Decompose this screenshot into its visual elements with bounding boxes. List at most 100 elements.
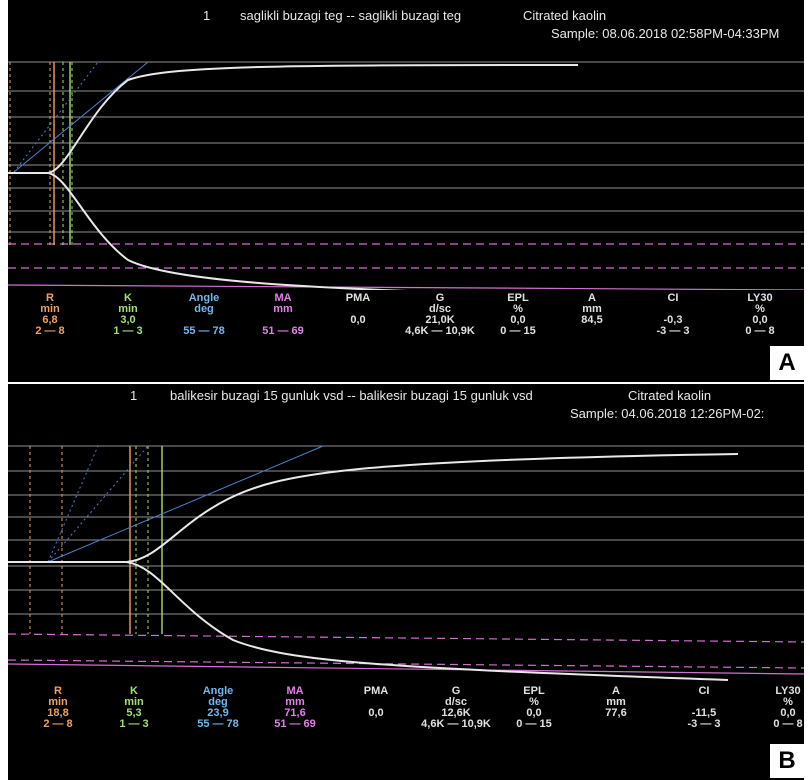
param-range: [581, 326, 602, 337]
param-epl: EPL% 0,0 0 — 15: [516, 686, 551, 730]
param-name: Angle: [202, 685, 234, 697]
param-range: 1 — 3: [119, 718, 149, 730]
param-value: 5,3: [126, 707, 142, 719]
angle-range-line: [47, 445, 99, 563]
param-range: 55 — 78: [197, 718, 239, 730]
param-value: 0,0: [526, 707, 542, 719]
param-name: MA: [274, 292, 292, 304]
param-range: 51 — 69: [262, 325, 304, 337]
param-value: 21,0K: [425, 314, 455, 326]
param-range: 51 — 69: [274, 718, 316, 730]
param-value: 3,0: [120, 314, 136, 326]
param-ma: MA mm 71,6 51 — 69: [274, 686, 316, 730]
param-value: 0,0: [780, 707, 796, 719]
param-name: LY30: [747, 292, 773, 304]
param-unit: %: [529, 696, 539, 708]
param-unit: d/sc: [444, 696, 468, 708]
param-unit: %: [783, 696, 793, 708]
param-range: [346, 326, 370, 337]
param-range: 4,6K — 10,9K: [421, 718, 491, 730]
teg-panel-a: 1 saglikli buzagi teg -- saglikli buzagi…: [8, 0, 804, 382]
param-name: PMA: [363, 685, 389, 697]
param-name: PMA: [345, 292, 371, 304]
param-unit: min: [118, 303, 138, 315]
channel-index: 1: [203, 8, 211, 23]
param-unit: deg: [208, 696, 228, 708]
ma-reference-line: [8, 663, 804, 675]
param-name: CI: [698, 685, 710, 697]
param-name: G: [435, 292, 445, 304]
param-unit: mm: [285, 696, 305, 708]
param-name: CI: [667, 292, 679, 304]
param-value: 77,6: [605, 707, 627, 719]
tracing-chart: [8, 445, 804, 681]
sample-time: Sample: 08.06.2018 02:58PM-04:33PM: [551, 26, 780, 41]
param-range: 0 — 8: [773, 718, 803, 730]
sample-time: Sample: 04.06.2018 12:26PM-02:: [570, 406, 765, 421]
param-pma: PMA 0,0: [364, 686, 388, 730]
param-range: -3 — 3: [687, 718, 721, 730]
param-range: 0 — 15: [500, 325, 536, 337]
param-unit: %: [513, 303, 523, 315]
param-unit: min: [124, 696, 144, 708]
param-name: K: [130, 685, 138, 697]
param-unit: min: [48, 696, 68, 708]
param-value: 0,0: [350, 314, 366, 326]
param-pma: PMA 0,0: [346, 293, 370, 337]
param-ma: MA mm 51 — 69: [262, 293, 304, 337]
param-unit: min: [40, 303, 60, 315]
ma-limit-line: [8, 659, 804, 669]
ma-reference-line: [8, 284, 804, 290]
param-ly30: LY30% 0,0 0 — 8: [745, 293, 774, 337]
param-range: 55 — 78: [183, 325, 225, 337]
param-value: 23,9: [207, 707, 229, 719]
param-name: A: [612, 685, 620, 697]
param-value: 12,6K: [441, 707, 471, 719]
param-range: [605, 719, 626, 730]
param-value: 6,8: [42, 314, 58, 326]
param-name: R: [54, 685, 62, 697]
panel-label: A: [770, 346, 804, 380]
param-range: 2 — 8: [35, 325, 65, 337]
param-value: 84,5: [581, 314, 603, 326]
param-value: 0,0: [368, 707, 384, 719]
param-ci: CI -11,5 -3 — 3: [687, 686, 720, 730]
angle-range-line: [47, 445, 149, 563]
activator-label: Citrated kaolin: [523, 8, 607, 23]
param-name: G: [451, 685, 461, 697]
activator-label: Citrated kaolin: [628, 388, 712, 403]
param-unit: deg: [194, 303, 214, 315]
angle-tangent-line: [47, 445, 324, 563]
param-range: 0 — 15: [516, 718, 552, 730]
param-range: 1 — 3: [113, 325, 143, 337]
angle-range-line: [13, 61, 99, 173]
panel-label: B: [770, 744, 804, 778]
tracing-upper-curve: [8, 64, 579, 174]
param-range: [364, 719, 388, 730]
param-unit: d/sc: [428, 303, 452, 315]
param-unit: mm: [582, 303, 602, 315]
param-name: A: [588, 292, 596, 304]
param-value: 0,0: [752, 314, 768, 326]
sample-name: balikesir buzagi 15 gunluk vsd -- balike…: [170, 388, 533, 403]
param-name: EPL: [523, 685, 545, 697]
teg-panel-b: 1 balikesir buzagi 15 gunluk vsd -- bali…: [8, 384, 804, 780]
param-range: 2 — 8: [43, 718, 73, 730]
param-name: LY30: [775, 685, 801, 697]
param-value: -11,5: [691, 707, 717, 719]
param-value: 0,0: [510, 314, 526, 326]
tracing-lower-curve: [8, 561, 729, 681]
angle-tangent-line: [13, 61, 149, 173]
param-value: -0,3: [663, 314, 683, 326]
param-range: 4,6K — 10,9K: [405, 325, 475, 337]
param-name: Angle: [188, 292, 220, 304]
tracing-upper-curve: [8, 453, 739, 563]
ma-limit-line: [8, 633, 804, 643]
